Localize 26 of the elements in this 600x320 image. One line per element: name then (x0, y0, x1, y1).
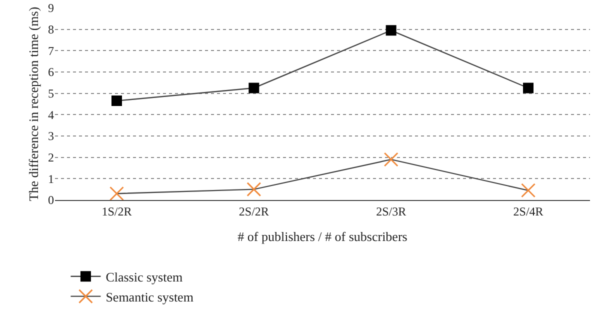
y-tick-label: 3 (48, 129, 54, 144)
point (111, 96, 122, 106)
legend-label: Semantic system (106, 289, 194, 304)
y-tick-label: 8 (48, 22, 54, 37)
point (246, 182, 262, 197)
y-tick-label: 7 (48, 44, 54, 58)
x-tick-label: 2S/3R (376, 204, 406, 218)
y-tick-label: 9 (48, 1, 54, 16)
x-axis-title: # of publishers / # of subscribers (238, 229, 408, 244)
point (248, 82, 260, 94)
y-tick-label: 5 (48, 86, 54, 101)
y-tick-label: 2 (48, 150, 54, 165)
point (386, 25, 396, 36)
y-tick-label: 1 (48, 172, 54, 186)
x-tick-label: 2S/2R (238, 204, 269, 218)
point (523, 82, 534, 94)
x-tick-label: 2S/4R (513, 204, 544, 218)
legend-label: Classic system (106, 269, 183, 284)
point (521, 183, 536, 198)
y-tick-label: 0 (48, 193, 54, 208)
x-tick-label: 1S/2R (102, 204, 132, 218)
y-tick-label: 6 (48, 65, 54, 80)
point (384, 152, 398, 167)
y-axis-title: The difference in reception time (ms) (26, 6, 41, 202)
y-tick-label: 4 (48, 108, 54, 122)
point (109, 186, 124, 201)
